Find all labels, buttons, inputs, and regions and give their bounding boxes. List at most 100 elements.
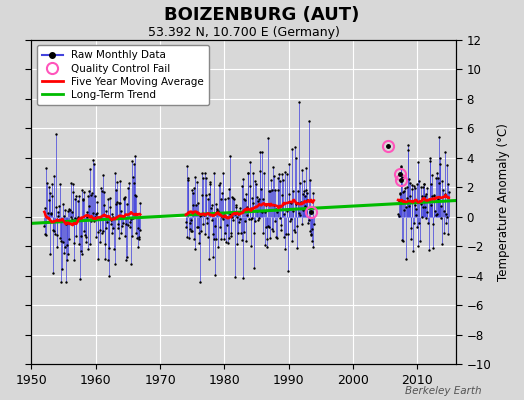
Point [198, 170, 206, 176]
Point [278, 192, 287, 198]
Point [95, 215, 103, 221]
Point [222, 214, 231, 220]
Point [128, 174, 137, 180]
Point [211, 272, 220, 278]
Point [419, 184, 428, 190]
Point [254, 216, 263, 223]
Point [429, 244, 437, 251]
Point [119, 213, 127, 220]
Point [421, 193, 429, 200]
Point [303, 197, 312, 203]
Point [217, 213, 226, 220]
Point [106, 195, 114, 201]
Point [119, 195, 128, 201]
Point [305, 118, 313, 124]
Point [129, 215, 137, 222]
Point [276, 215, 285, 222]
Point [126, 215, 135, 222]
Point [409, 248, 417, 254]
Point [406, 180, 414, 186]
Point [307, 231, 315, 238]
Point [268, 228, 277, 235]
Point [394, 210, 402, 217]
Point [47, 211, 56, 217]
Point [126, 223, 134, 230]
Point [417, 200, 425, 207]
Point [54, 208, 62, 215]
Point [249, 170, 257, 176]
Point [230, 196, 238, 202]
Point [296, 180, 304, 186]
Point [52, 130, 60, 137]
Point [225, 185, 233, 192]
Point [121, 233, 129, 239]
Point [246, 159, 254, 166]
Point [79, 196, 87, 202]
Point [187, 216, 195, 223]
Point [403, 147, 412, 153]
Point [269, 164, 277, 170]
Point [396, 190, 405, 196]
Point [136, 200, 144, 207]
Point [219, 170, 227, 176]
Point [86, 241, 94, 248]
Point [46, 251, 54, 258]
Point [277, 227, 285, 233]
Point [195, 230, 203, 237]
Point [432, 211, 441, 218]
Point [243, 212, 252, 218]
Point [123, 201, 131, 208]
Point [400, 207, 409, 214]
Point [235, 209, 244, 216]
Point [431, 208, 439, 214]
Point [214, 244, 222, 250]
Point [282, 230, 290, 237]
Point [426, 155, 434, 162]
Point [445, 189, 453, 195]
Point [271, 206, 280, 212]
Point [100, 202, 108, 208]
Point [298, 167, 306, 174]
Point [252, 180, 260, 187]
Point [82, 209, 91, 215]
Point [302, 165, 310, 171]
Point [202, 215, 211, 221]
Point [75, 216, 84, 222]
Point [263, 236, 271, 242]
Title: 53.392 N, 10.700 E (Germany): 53.392 N, 10.700 E (Germany) [148, 26, 340, 39]
Point [98, 230, 106, 236]
Point [217, 196, 225, 202]
Point [96, 215, 105, 221]
Point [432, 175, 440, 182]
Point [200, 212, 208, 218]
Point [58, 266, 66, 272]
Point [130, 161, 138, 168]
Point [97, 185, 105, 191]
Point [301, 193, 309, 199]
Point [76, 276, 84, 283]
Point [182, 219, 191, 225]
Point [442, 220, 450, 226]
Point [72, 233, 80, 239]
Text: BOIZENBURG (AUT): BOIZENBURG (AUT) [165, 6, 359, 24]
Point [281, 246, 290, 252]
Point [402, 195, 411, 201]
Point [187, 228, 195, 235]
Point [272, 208, 281, 215]
Point [303, 190, 311, 196]
Point [193, 200, 202, 207]
Point [247, 214, 256, 221]
Point [121, 194, 129, 200]
Point [226, 153, 234, 160]
Point [203, 220, 211, 226]
Point [92, 234, 101, 240]
Point [198, 192, 206, 198]
Point [95, 239, 104, 245]
Point [112, 187, 120, 193]
Point [279, 177, 288, 183]
Point [185, 235, 193, 241]
Point [413, 224, 421, 230]
Point [205, 256, 213, 262]
Point [244, 170, 252, 176]
Point [127, 157, 136, 164]
